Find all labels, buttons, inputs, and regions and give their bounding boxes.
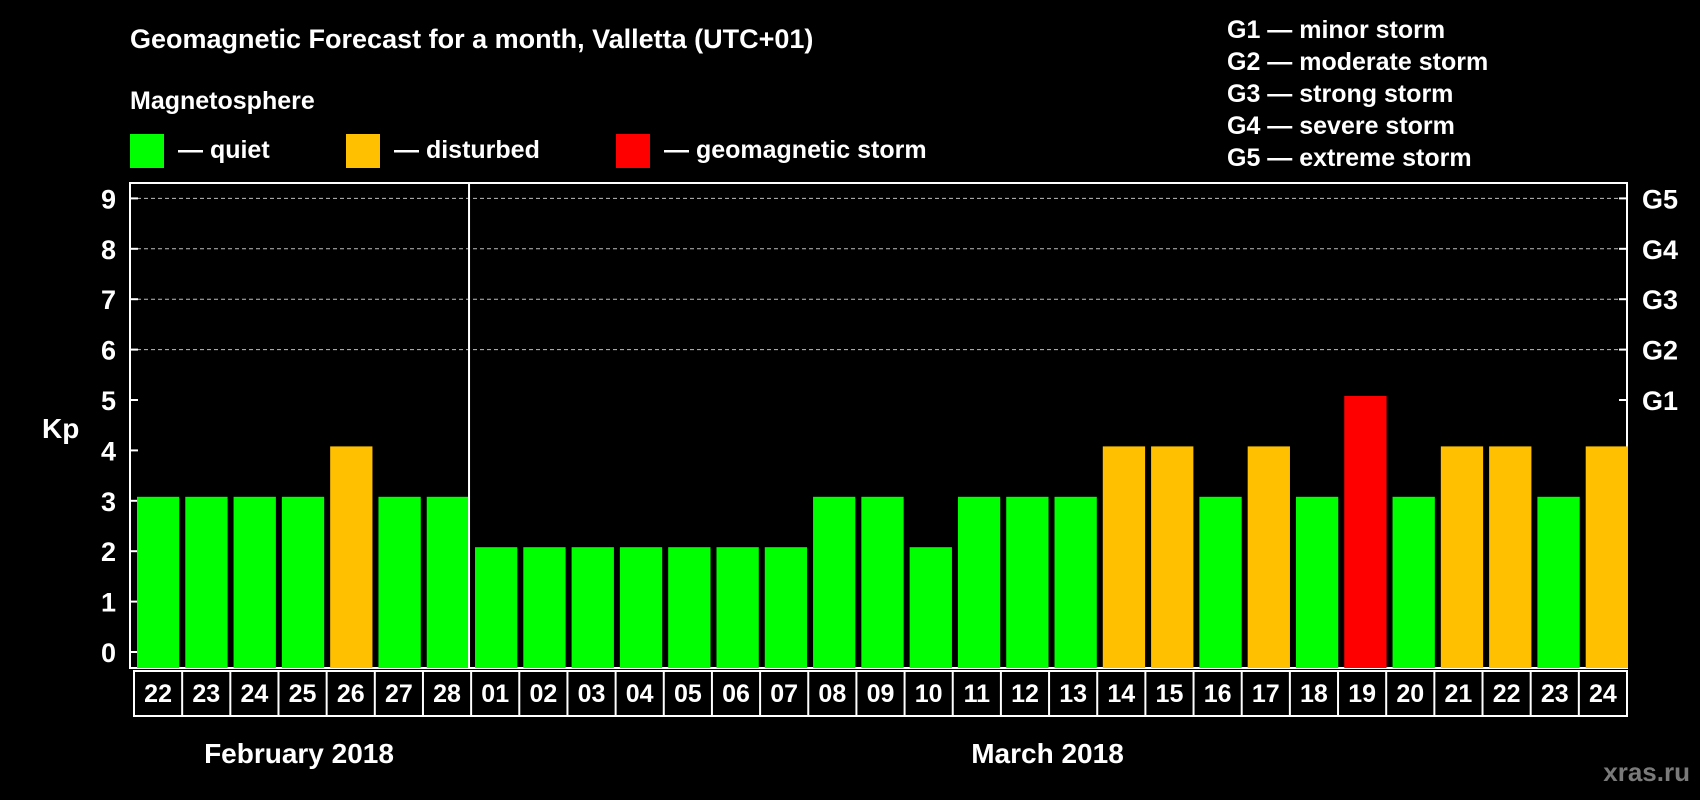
bar-quiet xyxy=(475,547,518,668)
right-axis-label-g1: G1 xyxy=(1642,386,1678,416)
right-axis-label-g5: G5 xyxy=(1642,184,1678,214)
bar-quiet xyxy=(185,496,228,668)
date-label: 24 xyxy=(1589,680,1617,708)
y-tick-label: 2 xyxy=(101,537,116,567)
y-tick-label: 8 xyxy=(101,235,116,265)
legend-label-quiet: — quiet xyxy=(178,136,270,164)
right-axis-label-g3: G3 xyxy=(1642,285,1678,315)
bar-quiet xyxy=(716,547,759,668)
bar-quiet xyxy=(619,547,663,668)
month-label: February 2018 xyxy=(204,738,394,769)
date-label: 25 xyxy=(289,680,317,708)
y-tick-label: 6 xyxy=(101,336,116,366)
date-label: 13 xyxy=(1059,680,1087,708)
chart-title: Geomagnetic Forecast for a month, Vallet… xyxy=(130,24,813,54)
bar-disturbed xyxy=(1102,446,1146,668)
date-label: 27 xyxy=(385,680,413,708)
date-label: 07 xyxy=(770,680,798,708)
legend-swatch-storm xyxy=(616,134,650,168)
date-label: 16 xyxy=(1204,680,1232,708)
bar-quiet xyxy=(668,547,711,668)
bar-storm xyxy=(1344,396,1387,668)
storm-scale-item: G2 — moderate storm xyxy=(1227,48,1488,76)
date-label: 01 xyxy=(481,680,509,708)
date-label: 22 xyxy=(1493,680,1521,708)
date-label: 12 xyxy=(1011,680,1039,708)
storm-scale-item: G1 — minor storm xyxy=(1227,16,1445,44)
date-label: 26 xyxy=(337,680,365,708)
y-tick-label: 3 xyxy=(101,487,116,517)
bar-quiet xyxy=(1295,496,1339,668)
bar-quiet xyxy=(861,496,904,668)
bar-quiet xyxy=(764,547,808,668)
date-label: 15 xyxy=(1156,680,1184,708)
bar-quiet xyxy=(1199,496,1242,668)
legend-title: Magnetosphere xyxy=(130,87,315,115)
bar-disturbed xyxy=(1585,446,1628,668)
bar-quiet xyxy=(233,496,276,668)
bar-quiet xyxy=(1537,496,1580,668)
watermark: xras.ru xyxy=(1603,757,1690,787)
bar-quiet xyxy=(957,496,1001,668)
y-tick-label: 1 xyxy=(101,588,116,618)
right-axis-label-g2: G2 xyxy=(1642,336,1678,366)
bar-disturbed xyxy=(1247,446,1290,668)
storm-scale-item: G3 — strong storm xyxy=(1227,80,1453,108)
date-label: 24 xyxy=(240,680,268,708)
date-label: 05 xyxy=(674,680,702,708)
date-label: 21 xyxy=(1445,680,1473,708)
date-label: 28 xyxy=(433,680,461,708)
date-label: 08 xyxy=(818,680,846,708)
legend-label-disturbed: — disturbed xyxy=(394,136,540,164)
date-label: 06 xyxy=(722,680,750,708)
bar-disturbed xyxy=(330,446,373,668)
month-label: March 2018 xyxy=(971,738,1124,769)
date-label: 02 xyxy=(529,680,557,708)
bar-quiet xyxy=(378,496,421,668)
legend-swatch-disturbed xyxy=(346,134,380,168)
date-label: 19 xyxy=(1348,680,1376,708)
bar-quiet xyxy=(909,547,952,668)
bar-disturbed xyxy=(1440,446,1484,668)
bar-disturbed xyxy=(1489,446,1532,668)
date-label: 20 xyxy=(1396,680,1424,708)
date-label: 22 xyxy=(144,680,172,708)
bar-quiet xyxy=(571,547,614,668)
date-label: 09 xyxy=(867,680,895,708)
storm-scale-item: G4 — severe storm xyxy=(1227,112,1455,140)
date-label: 04 xyxy=(626,680,654,708)
legend-label-storm: — geomagnetic storm xyxy=(664,136,927,164)
bar-quiet xyxy=(813,496,856,668)
date-label: 11 xyxy=(964,680,991,708)
date-label: 17 xyxy=(1252,680,1280,708)
bar-quiet xyxy=(426,496,470,668)
legend: — quiet — disturbed — geomagnetic storm xyxy=(130,134,927,168)
bar-quiet xyxy=(1054,496,1097,668)
bar-quiet xyxy=(137,496,180,668)
date-label: 23 xyxy=(192,680,220,708)
date-axis-frame xyxy=(133,670,1628,717)
y-tick-label: 7 xyxy=(101,285,116,315)
bar-disturbed xyxy=(1151,446,1194,668)
bar-quiet xyxy=(523,547,566,668)
y-tick-label: 9 xyxy=(101,184,116,214)
date-label: 23 xyxy=(1541,680,1569,708)
y-tick-label: 4 xyxy=(101,436,116,466)
date-label: 10 xyxy=(915,680,943,708)
date-label: 14 xyxy=(1107,680,1135,708)
storm-scale-legend: G1 — minor storm G2 — moderate storm G3 — … xyxy=(1227,16,1488,172)
y-tick-label: 5 xyxy=(101,386,116,416)
bar-quiet xyxy=(1392,496,1435,668)
y-tick-label: 0 xyxy=(101,638,116,668)
y-axis-label: Kp xyxy=(42,413,79,444)
bar-quiet xyxy=(1006,496,1049,668)
legend-swatch-quiet xyxy=(130,134,164,168)
date-label: 18 xyxy=(1300,680,1328,708)
storm-scale-item: G5 — extreme storm xyxy=(1227,144,1472,172)
bar-quiet xyxy=(281,496,325,668)
date-label: 03 xyxy=(578,680,606,708)
right-axis-label-g4: G4 xyxy=(1642,235,1678,265)
